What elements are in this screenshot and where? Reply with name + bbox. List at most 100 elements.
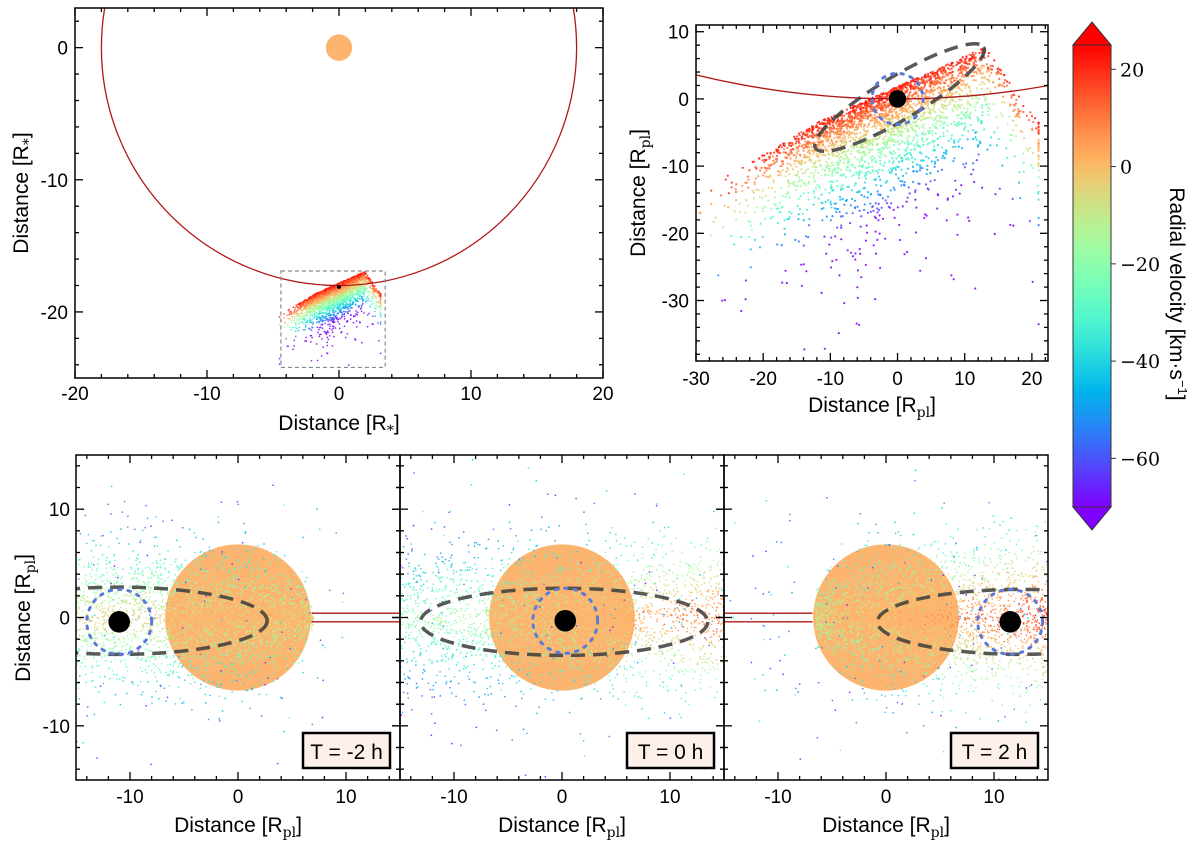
particle — [838, 195, 842, 198]
particle — [878, 134, 882, 138]
particle — [879, 178, 882, 181]
particle — [858, 161, 861, 164]
particle — [890, 130, 893, 133]
particle — [780, 160, 783, 163]
particle — [886, 180, 889, 183]
particle — [357, 288, 360, 291]
particle — [878, 214, 881, 217]
particle — [858, 149, 861, 152]
particle — [903, 154, 906, 157]
particle — [699, 212, 703, 215]
particle — [936, 76, 939, 80]
particle — [337, 290, 340, 293]
particle — [322, 317, 325, 319]
particle — [378, 292, 380, 295]
particle — [302, 322, 305, 325]
particle — [861, 159, 864, 162]
particle — [339, 317, 342, 320]
particle — [793, 159, 796, 162]
particle — [936, 127, 939, 130]
particle — [289, 310, 291, 313]
particle — [308, 300, 311, 302]
particle — [980, 67, 983, 70]
particle — [319, 307, 322, 309]
particle — [302, 307, 305, 309]
particle — [780, 244, 783, 247]
particle — [966, 138, 969, 141]
particle — [830, 206, 833, 209]
particle — [318, 302, 320, 305]
particle — [334, 310, 337, 313]
particle — [859, 131, 862, 134]
particle — [916, 163, 919, 166]
particle — [883, 140, 886, 143]
particle — [332, 289, 334, 291]
particle — [326, 291, 328, 293]
particle — [356, 287, 358, 290]
particle — [882, 136, 885, 139]
particle — [944, 107, 948, 110]
particle — [867, 162, 870, 165]
particle — [828, 180, 831, 183]
particle — [824, 174, 827, 177]
particle — [347, 298, 350, 301]
particle — [924, 213, 927, 216]
particle — [782, 151, 785, 154]
particle — [368, 290, 371, 293]
particle — [836, 184, 839, 187]
particle — [849, 106, 852, 110]
particle — [979, 142, 982, 145]
particle — [965, 55, 968, 58]
particle — [987, 67, 990, 70]
particle — [852, 173, 855, 176]
particle — [312, 321, 314, 324]
particle — [811, 165, 814, 168]
particle — [379, 302, 382, 305]
particle — [980, 122, 983, 125]
particle — [346, 332, 349, 335]
particle — [1009, 223, 1012, 226]
particle — [354, 304, 357, 307]
particle — [297, 312, 299, 315]
particle — [942, 122, 945, 125]
particle — [1014, 115, 1017, 118]
particle — [856, 269, 860, 272]
particle — [866, 125, 869, 128]
particle — [345, 290, 348, 292]
particle — [367, 299, 370, 302]
particle — [812, 189, 816, 193]
particle — [839, 215, 843, 218]
particle — [1011, 197, 1014, 200]
particle — [865, 173, 868, 176]
particle — [352, 315, 355, 318]
particle — [363, 272, 365, 274]
particle — [844, 176, 848, 179]
particle — [864, 239, 868, 242]
particle — [361, 341, 363, 344]
particle — [936, 194, 940, 197]
particle — [825, 252, 828, 255]
particle — [847, 136, 850, 139]
particle — [911, 161, 914, 164]
particle — [845, 168, 848, 171]
particle — [365, 277, 368, 279]
particle — [352, 291, 355, 294]
particle — [772, 179, 775, 182]
particle — [989, 144, 992, 147]
particle — [352, 286, 354, 289]
particle — [906, 95, 909, 98]
particle — [836, 136, 840, 139]
plot-area — [696, 42, 1048, 361]
particle — [938, 120, 941, 123]
particle — [817, 197, 820, 200]
particle — [314, 307, 317, 310]
particle — [340, 287, 343, 290]
particle — [1029, 111, 1032, 114]
particle — [890, 134, 893, 137]
particle — [331, 331, 334, 334]
particle — [908, 116, 911, 119]
particle — [318, 313, 320, 316]
particle — [345, 292, 347, 294]
particle — [1010, 94, 1013, 97]
particle — [1014, 124, 1018, 127]
